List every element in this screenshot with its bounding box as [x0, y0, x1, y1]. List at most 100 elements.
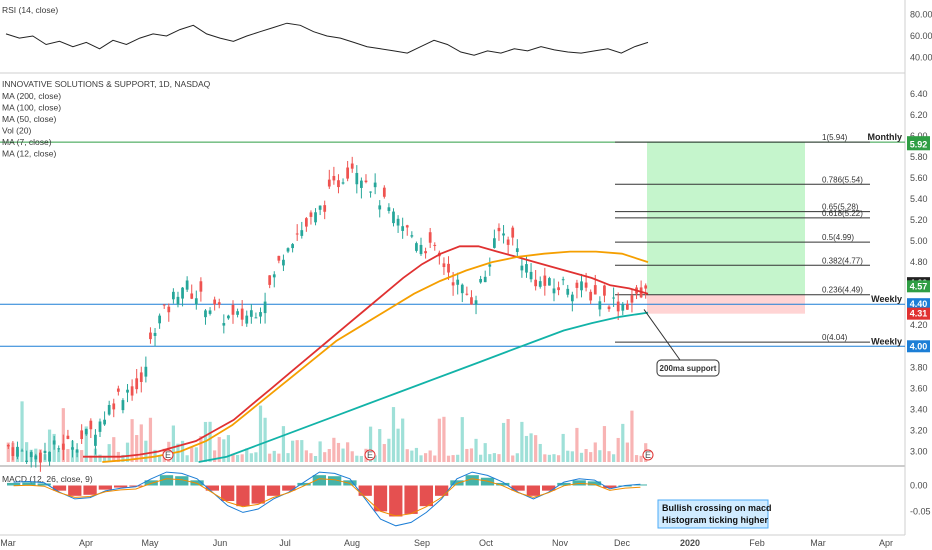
volume-bar — [391, 407, 396, 462]
macd-hist-bar — [129, 485, 143, 487]
candle-body — [217, 302, 221, 305]
candle-body — [364, 180, 368, 183]
macd-note-box — [657, 499, 769, 529]
candle-body — [66, 435, 70, 439]
indicator-legend-item: MA (200, close) — [2, 91, 61, 101]
fibonacci-retracement[interactable]: 1(5.94) 0.786(5.54) 0.65(5.28)0.618(5.22) 0… — [615, 133, 870, 343]
macd-hist-bar — [465, 475, 479, 486]
ma-line — [198, 311, 649, 463]
candle-body — [61, 443, 65, 450]
volume-bar — [309, 453, 313, 462]
volume-bar — [428, 450, 432, 462]
volume-bar — [529, 433, 533, 462]
volume-bar — [639, 455, 643, 462]
earnings-marker[interactable]: E — [364, 449, 376, 461]
candle-body — [103, 419, 106, 425]
fib-label: 0.65(5.28) — [822, 203, 859, 212]
earnings-marker[interactable]: E — [162, 449, 174, 461]
candle-body — [98, 421, 102, 432]
time-tick-label: Feb — [749, 538, 765, 548]
volume-bar — [144, 440, 148, 462]
candle-body — [493, 238, 496, 248]
candle-body — [20, 450, 24, 452]
earnings-marker[interactable]: E — [642, 449, 654, 461]
volume-bar — [185, 455, 189, 462]
volume-bar — [107, 444, 111, 462]
volume-bar — [93, 448, 98, 462]
price-tag: 4.40 — [907, 298, 930, 311]
volume-bar — [543, 454, 547, 462]
macd-hist-bar — [542, 485, 556, 491]
candle-body — [135, 378, 139, 390]
volume-bar — [488, 454, 492, 462]
candle-body — [286, 248, 290, 252]
earnings-marker-label: E — [367, 450, 373, 460]
volume-bar — [194, 447, 198, 462]
volume-bar — [158, 455, 162, 462]
candle-body — [181, 287, 184, 299]
volume-bar — [57, 450, 61, 462]
long-position-tool[interactable] — [647, 142, 805, 314]
candle-body — [227, 315, 230, 319]
candle-body — [598, 301, 602, 310]
candle-body — [43, 450, 47, 454]
candle-body — [497, 227, 501, 232]
candle-body — [401, 226, 405, 231]
candle-body — [75, 449, 79, 453]
volume-bar — [625, 442, 629, 462]
volume-bar — [336, 442, 341, 462]
macd-hist-bar — [282, 485, 296, 491]
price-tag-bg — [907, 280, 930, 293]
indicator-legend-item: MA (50, close) — [2, 114, 56, 124]
volume-bar — [556, 455, 561, 462]
volume-bar — [598, 450, 602, 462]
macd-hist-bar — [312, 475, 326, 486]
volume-bar — [254, 452, 258, 462]
volume-bar — [621, 423, 625, 462]
price-tick-label: 5.20 — [910, 215, 928, 225]
volume-bar — [341, 448, 345, 462]
candle-body — [84, 428, 88, 435]
macd-hist-bar — [236, 485, 250, 507]
candle-body — [373, 182, 377, 188]
chart-title: INNOVATIVE SOLUTIONS & SUPPORT, 1D, NASD… — [2, 79, 211, 89]
volume-bar — [226, 435, 231, 462]
volume-bar — [634, 455, 639, 462]
volume-bar — [584, 449, 588, 462]
volume-bar — [281, 426, 286, 462]
fib-label: 0.236(4.49) — [822, 286, 863, 295]
candle-body — [80, 430, 84, 440]
candle-body — [222, 323, 226, 326]
volume-bar — [300, 440, 304, 462]
volume-bar — [304, 450, 308, 462]
volume-bar — [446, 455, 451, 462]
time-tick-label: Nov — [552, 538, 569, 548]
candle-body — [630, 295, 634, 303]
target-zone[interactable] — [647, 142, 805, 295]
volume-bar — [465, 448, 469, 462]
candle-body — [428, 232, 432, 243]
volume-bar — [350, 451, 354, 462]
volume-bar — [286, 453, 290, 462]
volume-bar — [277, 453, 281, 462]
volume-bar — [423, 453, 428, 462]
candlesticks — [6, 156, 648, 472]
price-tag-bg — [907, 138, 930, 151]
macd-hist-bar — [389, 485, 403, 517]
rsi-axis: 80.00 60.00 40.00 — [910, 10, 932, 63]
fib-label: 0.5(4.99) — [822, 233, 854, 242]
volume-bar — [213, 450, 217, 462]
callout-pointer — [643, 309, 681, 361]
volume-bar — [593, 442, 597, 462]
candle-body — [369, 191, 372, 193]
volume-bar — [66, 449, 70, 462]
volume-bar — [474, 438, 478, 462]
volume-bar — [190, 447, 194, 462]
volume-bar — [456, 454, 460, 462]
candle-body — [323, 205, 327, 212]
earnings-marker-circle — [642, 449, 654, 461]
price-tag: 4.57 — [907, 280, 930, 293]
price-tick-label: 5.60 — [910, 173, 928, 183]
